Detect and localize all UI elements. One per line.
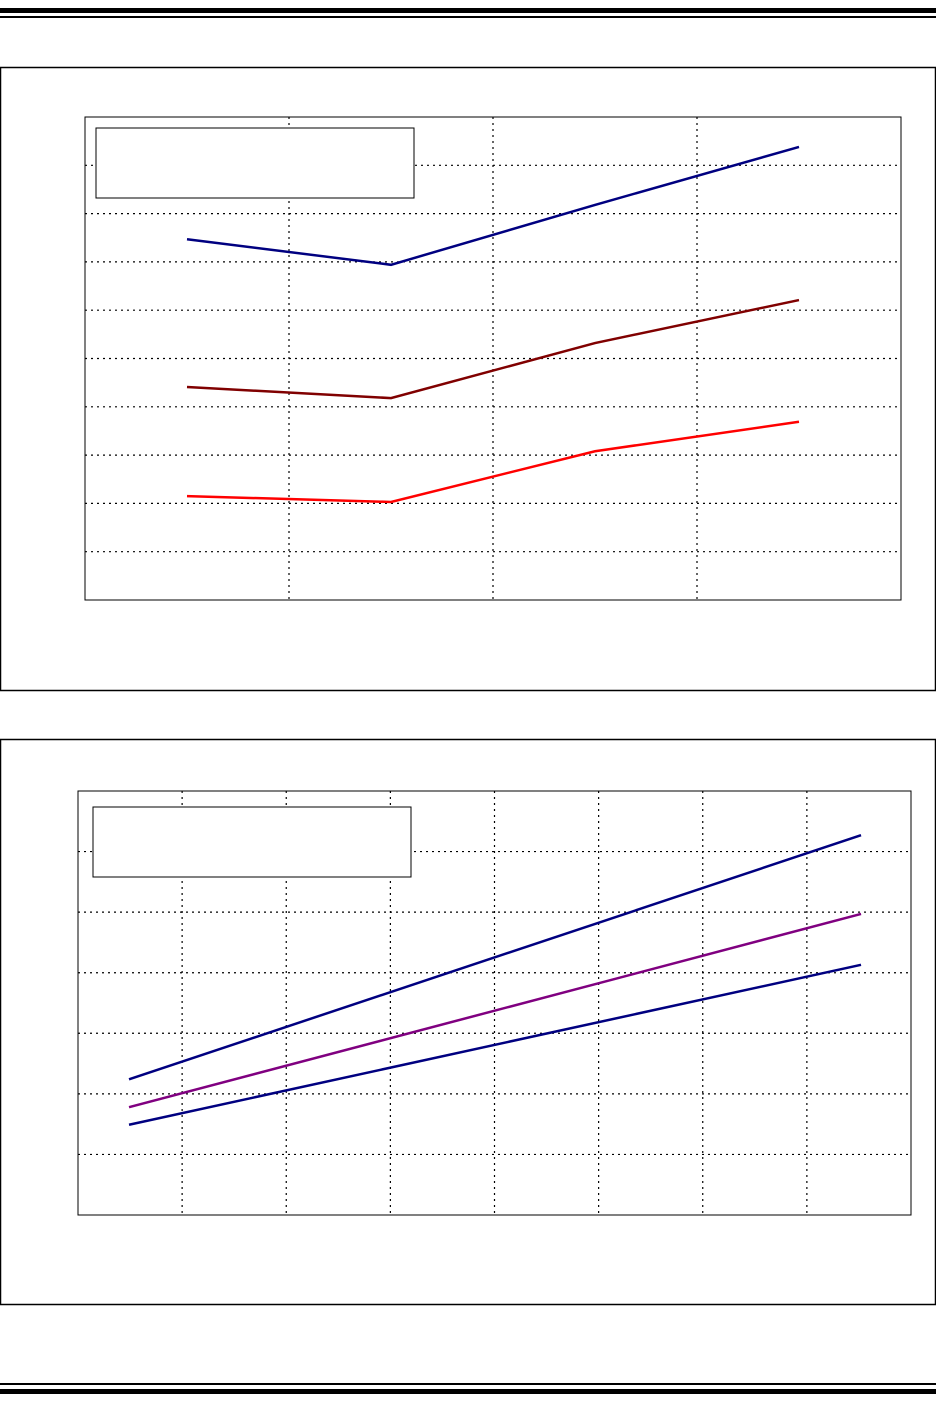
header-thick-rule <box>0 8 936 13</box>
series-line-2 <box>128 912 862 1109</box>
footer-thin-rule <box>0 1383 936 1385</box>
legend-box <box>92 806 412 878</box>
series-line-3 <box>128 963 862 1126</box>
chart-1 <box>0 66 936 692</box>
footer-thick-rule <box>0 1389 936 1394</box>
plot-area <box>84 116 902 601</box>
chart-2 <box>0 738 936 1306</box>
header-thin-rule <box>0 16 936 18</box>
series-line-3 <box>186 420 800 504</box>
series-line-2 <box>186 298 800 400</box>
legend-box <box>95 127 415 199</box>
series-line-1 <box>128 834 862 1081</box>
series-line-1 <box>186 145 800 267</box>
plot-area <box>77 790 912 1216</box>
